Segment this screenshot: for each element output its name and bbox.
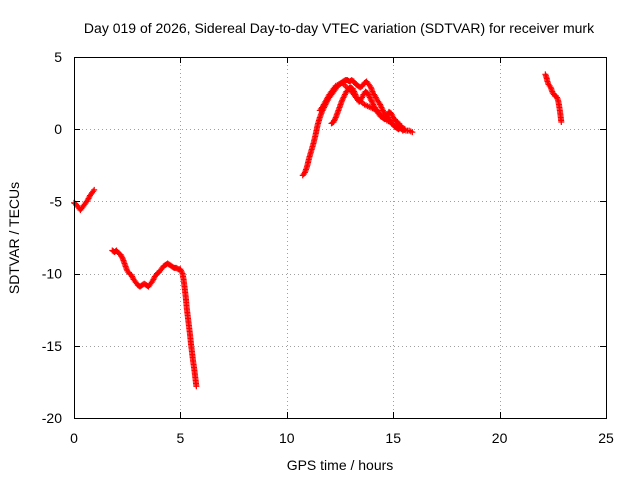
series-segment-5	[328, 84, 405, 130]
axis-ticks	[74, 57, 607, 419]
x-tick-label: 25	[598, 430, 614, 446]
x-tick-label: 0	[70, 430, 78, 446]
y-tick-label: -10	[42, 266, 62, 282]
series-segment-6	[542, 71, 565, 125]
chart-title: Day 019 of 2026, Sidereal Day-to-day VTE…	[84, 20, 595, 36]
x-axis-label: GPS time / hours	[287, 457, 394, 473]
data-points	[71, 71, 565, 390]
data-point	[398, 123, 405, 130]
y-tick-label: -20	[42, 410, 62, 426]
y-tick-labels: 5 0 -5 -10 -15 -20	[42, 49, 62, 426]
y-tick-label: -15	[42, 338, 62, 354]
y-tick-label: -5	[50, 193, 63, 209]
data-point	[558, 118, 565, 125]
x-tick-label: 5	[177, 430, 185, 446]
data-point	[409, 129, 416, 136]
grid-lines	[74, 57, 606, 418]
y-tick-label: 5	[54, 49, 62, 65]
x-tick-label: 20	[492, 430, 508, 446]
x-tick-label: 10	[279, 430, 295, 446]
series-segment-1	[71, 186, 98, 214]
y-tick-label: 0	[54, 121, 62, 137]
data-point	[397, 122, 404, 129]
x-tick-labels: 0 5 10 15 20 25	[70, 430, 614, 446]
data-point	[91, 186, 98, 193]
x-tick-label: 15	[385, 430, 401, 446]
y-axis-label: SDTVAR / TECUs	[6, 182, 22, 294]
series-segment-2	[109, 247, 200, 390]
data-point	[193, 383, 200, 390]
plot-frame	[74, 57, 607, 419]
